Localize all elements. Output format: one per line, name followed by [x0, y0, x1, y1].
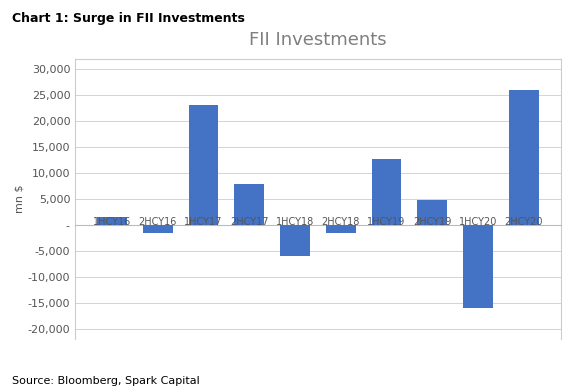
- Bar: [143, 225, 173, 233]
- Bar: [280, 225, 310, 256]
- Y-axis label: mn $: mn $: [15, 184, 25, 213]
- Text: 1HCY18: 1HCY18: [276, 217, 314, 227]
- Text: 1HCY17: 1HCY17: [184, 217, 223, 227]
- Bar: [372, 159, 401, 225]
- Bar: [188, 105, 218, 225]
- Text: Source: Bloomberg, Spark Capital: Source: Bloomberg, Spark Capital: [12, 376, 199, 386]
- Bar: [235, 184, 264, 225]
- Text: 1HCY16: 1HCY16: [93, 217, 131, 227]
- Text: 1HCY20: 1HCY20: [459, 217, 497, 227]
- Bar: [97, 217, 127, 225]
- Text: 2HCY19: 2HCY19: [413, 217, 451, 227]
- Text: 2HCY17: 2HCY17: [230, 217, 269, 227]
- Bar: [463, 225, 493, 308]
- Bar: [509, 90, 539, 225]
- Text: 1HCY19: 1HCY19: [368, 217, 406, 227]
- Text: 2HCY16: 2HCY16: [139, 217, 177, 227]
- Text: 2HCY20: 2HCY20: [505, 217, 543, 227]
- Text: Chart 1: Surge in FII Investments: Chart 1: Surge in FII Investments: [12, 12, 244, 25]
- Title: FII Investments: FII Investments: [249, 30, 387, 49]
- Text: 2HCY18: 2HCY18: [321, 217, 360, 227]
- Bar: [417, 200, 447, 225]
- Bar: [326, 225, 355, 233]
